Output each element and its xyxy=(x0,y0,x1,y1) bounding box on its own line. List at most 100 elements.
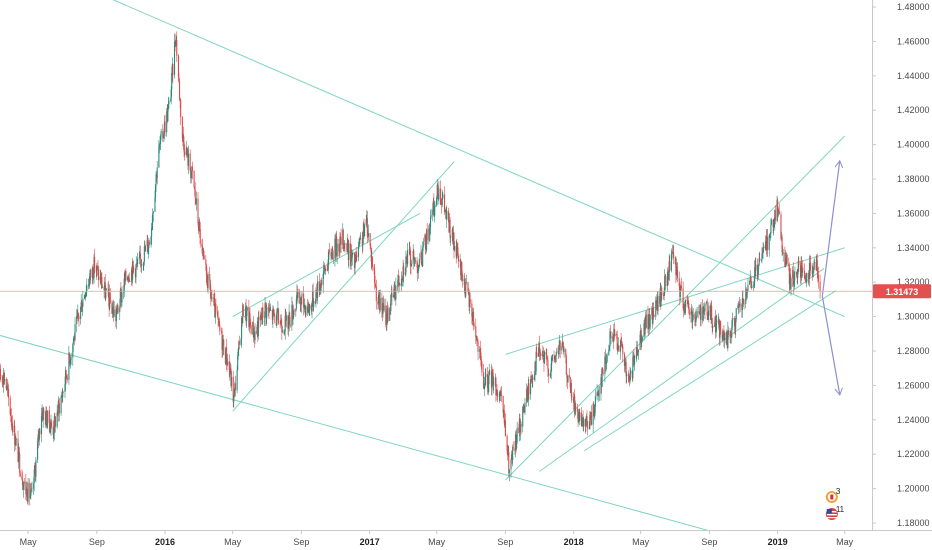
candle-body xyxy=(265,306,267,318)
candle-body xyxy=(606,355,608,362)
candle-body xyxy=(182,134,185,143)
candle-body xyxy=(516,427,518,442)
candle-body xyxy=(649,315,651,328)
candle-body xyxy=(424,234,426,242)
candle-body xyxy=(385,305,387,325)
canada-event-flag-icon[interactable] xyxy=(825,491,838,503)
candle-body xyxy=(338,243,340,252)
candle-body xyxy=(357,247,359,258)
candle-body xyxy=(805,280,807,283)
candle-body xyxy=(148,241,150,245)
candle-body xyxy=(69,358,71,365)
trendline-4[interactable] xyxy=(232,212,421,318)
candle-body xyxy=(291,304,294,320)
candle-body xyxy=(758,265,760,270)
candle-body xyxy=(225,347,227,364)
candle-body xyxy=(160,135,162,145)
candle-body xyxy=(813,261,816,264)
candle-body xyxy=(516,441,518,449)
trendline-2[interactable] xyxy=(0,334,744,540)
candle-body xyxy=(273,309,275,316)
x-tick-label: Sep xyxy=(293,537,309,547)
candle-body xyxy=(213,298,215,299)
candle-body xyxy=(364,225,366,237)
trendline-5[interactable] xyxy=(505,135,846,481)
candle-body xyxy=(58,401,60,404)
candle-body xyxy=(100,276,102,285)
candle-body xyxy=(224,354,226,364)
candle-body xyxy=(811,270,813,274)
trendline-8[interactable] xyxy=(539,268,825,472)
candle-body xyxy=(786,255,788,264)
candle-body xyxy=(734,326,736,330)
candle-body xyxy=(54,415,56,417)
candle-body xyxy=(174,41,176,46)
event-badges-layer[interactable]: 3 11 xyxy=(825,487,845,520)
candle-body xyxy=(101,287,103,288)
candle-body xyxy=(673,252,675,258)
candle-body xyxy=(570,383,572,397)
candle-body xyxy=(56,412,58,427)
candle-body xyxy=(191,166,193,171)
candle-body xyxy=(166,111,168,133)
candle-body xyxy=(727,330,729,336)
candle-body xyxy=(218,318,220,320)
x-tick-label: 2016 xyxy=(155,537,175,547)
y-tick-label: 1.40000 xyxy=(897,140,930,150)
candle-body xyxy=(629,373,631,382)
candle-body xyxy=(398,283,400,285)
candle-body xyxy=(238,341,240,350)
candle-body xyxy=(117,307,119,313)
candle-body xyxy=(177,55,179,77)
candle-body xyxy=(377,301,379,305)
candle-body xyxy=(373,267,375,271)
candle-body xyxy=(537,352,539,357)
us-event-count: 11 xyxy=(836,505,845,514)
candle-body xyxy=(307,306,309,313)
candle-body xyxy=(440,204,442,205)
candle-body xyxy=(284,331,286,334)
candle-body xyxy=(626,374,628,376)
candle-body xyxy=(111,303,113,314)
candle-body xyxy=(296,291,299,298)
candle-body xyxy=(352,252,354,255)
candle-body xyxy=(57,412,59,416)
candle-body xyxy=(68,352,71,359)
candle-body xyxy=(219,325,221,332)
candle-body xyxy=(579,412,581,421)
projection-arrow-down[interactable] xyxy=(821,295,839,394)
candle-body xyxy=(113,306,115,317)
candle-body xyxy=(571,396,573,398)
candle-body xyxy=(812,270,814,274)
candle-body xyxy=(271,310,273,320)
candle-body xyxy=(600,377,602,394)
candle-body xyxy=(268,308,271,312)
candle-body xyxy=(227,361,229,366)
trendline-6[interactable] xyxy=(505,247,845,355)
candle-body xyxy=(139,253,141,258)
candle-body xyxy=(418,267,420,269)
candle-body xyxy=(26,488,28,502)
trendline-3[interactable] xyxy=(232,161,455,412)
candle-body xyxy=(303,293,305,308)
projection-arrow-up[interactable] xyxy=(821,162,839,297)
trendline-7[interactable] xyxy=(583,290,836,452)
candle-body xyxy=(343,247,345,249)
candle-body xyxy=(249,313,251,323)
candle-body xyxy=(780,214,782,239)
candle-body xyxy=(467,281,469,292)
us-event-flag-icon[interactable] xyxy=(825,508,838,520)
candle-body xyxy=(347,239,349,261)
candle-body xyxy=(666,271,669,287)
candle-body xyxy=(495,389,498,396)
candle-body xyxy=(84,294,86,298)
candle-body xyxy=(562,341,564,347)
trendline-1[interactable] xyxy=(90,0,845,318)
candle-body xyxy=(452,229,454,244)
candle-body xyxy=(101,277,103,288)
y-tick-label: 1.42000 xyxy=(897,105,930,115)
candle-body xyxy=(703,310,705,312)
candle-body xyxy=(784,258,786,267)
candle-body xyxy=(471,316,473,321)
